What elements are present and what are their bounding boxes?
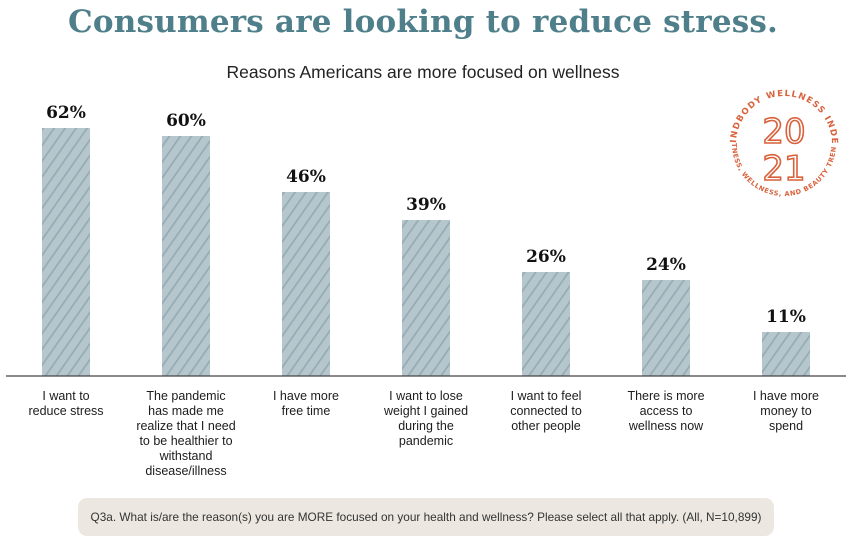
- bar-value-label: 11%: [766, 307, 806, 327]
- bar-value-label: 60%: [166, 111, 206, 131]
- category-label-line: weight I gained: [383, 404, 469, 418]
- category-label-line: I have more: [752, 389, 819, 403]
- bar-value-label: 24%: [646, 255, 686, 275]
- category-label: The pandemic has made me realize that I ne…: [126, 389, 246, 479]
- bar: [402, 220, 450, 376]
- category-label: I want to feel connected to other people: [486, 389, 606, 434]
- category-label-line: other people: [511, 419, 581, 433]
- bar-value-label: 62%: [46, 103, 86, 123]
- question-footnote: Q3a. What is/are the reason(s) you are M…: [78, 498, 774, 536]
- category-label-line: I have more: [272, 389, 339, 403]
- bar-value-label: 46%: [286, 167, 326, 187]
- category-label-line: reduce stress: [28, 404, 104, 418]
- category-label-line: realize that I need: [136, 419, 236, 433]
- badge-year-bottom: 21: [762, 149, 805, 189]
- category-label-line: I want to lose: [389, 389, 463, 403]
- category-label-line: has made me: [148, 404, 224, 418]
- category-label: I want to lose weight I gained during the p…: [366, 389, 486, 449]
- category-label-line: free time: [281, 404, 331, 418]
- category-label-line: to be healthier to: [139, 434, 233, 448]
- category-label-line: connected to: [510, 404, 582, 418]
- category-label-line: wellness now: [628, 419, 704, 433]
- bar: [522, 272, 570, 376]
- bar-value-label: 26%: [526, 247, 566, 267]
- category-label-line: There is more: [627, 389, 705, 403]
- category-label-line: access to: [639, 404, 693, 418]
- bar: [642, 280, 690, 376]
- category-label: There is more access to wellness now: [606, 389, 726, 434]
- category-label-line: disease/illness: [145, 464, 227, 478]
- bar: [282, 192, 330, 376]
- category-label-line: withstand: [159, 449, 213, 463]
- chart-title: Consumers are looking to reduce stress.: [67, 4, 779, 40]
- bar-value-label: 39%: [406, 195, 446, 215]
- category-label: I want to reduce stress: [6, 389, 126, 419]
- category-label-line: money to: [760, 404, 812, 418]
- category-label-line: I want to feel: [510, 389, 582, 403]
- chart-subtitle: Reasons Americans are more focused on we…: [226, 62, 620, 82]
- bar-chart: 62% 60% 46% 39% 26% 24% 11%: [6, 103, 846, 377]
- mindbody-wellness-index-badge: MINDBODY WELLNESS INDEX FITNESS, WELLNES…: [722, 82, 838, 198]
- bar: [162, 136, 210, 376]
- category-label-line: I want to: [42, 389, 90, 403]
- bars-group: 62% 60% 46% 39% 26% 24% 11%: [42, 103, 810, 376]
- bar: [762, 332, 810, 376]
- category-label: I have more free time: [246, 389, 366, 419]
- category-label-line: during the: [398, 419, 454, 433]
- category-label-line: The pandemic: [146, 389, 226, 403]
- bar: [42, 128, 90, 376]
- category-label-line: spend: [768, 419, 804, 433]
- badge-year-top: 20: [762, 112, 805, 152]
- category-label: I have more money to spend: [726, 389, 846, 434]
- category-label-line: pandemic: [398, 434, 454, 448]
